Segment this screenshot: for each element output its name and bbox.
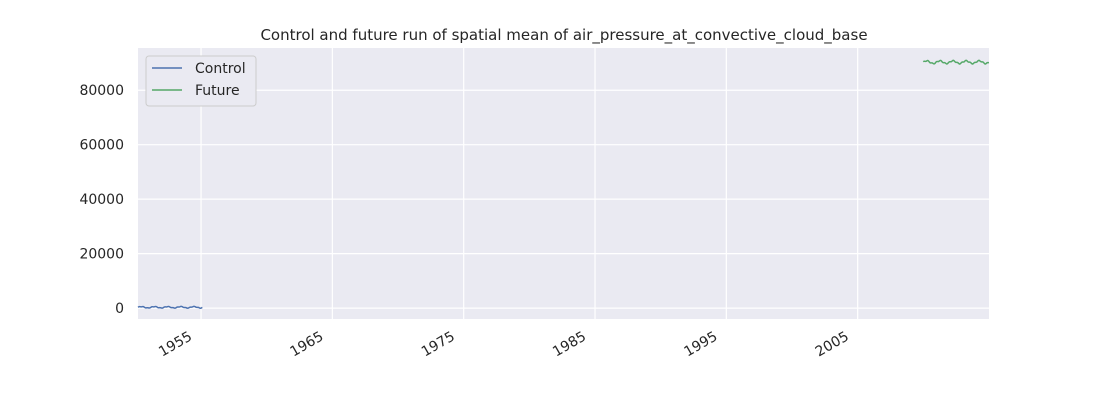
legend-label: Future <box>195 83 240 99</box>
series-layer <box>137 59 990 309</box>
x-tick-label: 1995 <box>681 329 720 361</box>
x-tick-label: 1975 <box>419 329 458 361</box>
x-tick-label: 1965 <box>287 329 326 361</box>
x-tick-label: 2005 <box>813 329 852 361</box>
y-axis: 0 20000 40000 60000 80000 <box>79 83 124 317</box>
x-tick-label: 1955 <box>156 329 195 361</box>
y-tick-label: 60000 <box>79 138 124 154</box>
chart-title: Control and future run of spatial mean o… <box>260 26 867 45</box>
series-line-control <box>137 305 203 309</box>
x-tick-label: 1985 <box>550 329 589 361</box>
plot-area <box>138 48 989 319</box>
series-line-future <box>922 59 990 65</box>
x-axis: 1955 1965 1975 1985 1995 2005 <box>156 329 852 361</box>
legend: Control Future <box>145 55 257 107</box>
legend-label: Control <box>195 61 246 77</box>
y-tick-label: 40000 <box>79 192 124 208</box>
y-tick-label: 20000 <box>79 247 124 263</box>
y-tick-label: 80000 <box>79 83 124 99</box>
y-tick-label: 0 <box>115 301 124 317</box>
